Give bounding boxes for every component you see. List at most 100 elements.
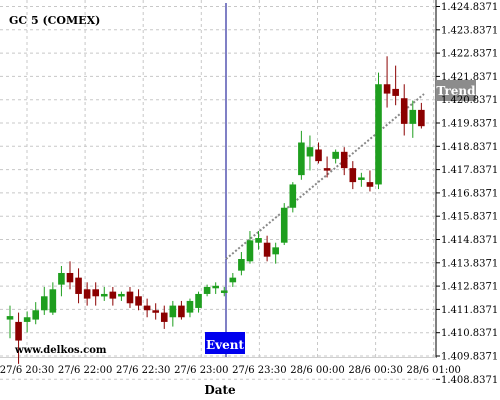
y-tick-label: 1.410.8371 xyxy=(441,328,498,339)
candle-body xyxy=(23,317,31,322)
candle xyxy=(289,182,297,213)
candle xyxy=(118,291,125,301)
candle xyxy=(315,142,322,164)
x-tick-label: 27/6 22:00 xyxy=(58,365,112,376)
horizontal-gridlines xyxy=(0,6,440,380)
candle xyxy=(229,272,237,287)
candle xyxy=(178,300,185,320)
candle-body xyxy=(135,296,142,306)
candle xyxy=(212,282,219,294)
candle-body xyxy=(306,147,314,157)
candle xyxy=(169,300,177,327)
y-tick-label: 1.413.8371 xyxy=(441,258,498,269)
candle-body xyxy=(340,151,348,169)
candle-body xyxy=(212,285,219,289)
candle xyxy=(58,265,65,297)
candle xyxy=(238,252,245,276)
candle-body xyxy=(366,182,374,187)
candle-body xyxy=(358,177,365,180)
candle xyxy=(349,161,357,190)
candle-body xyxy=(220,290,228,293)
candle-body xyxy=(409,109,417,124)
candle-body xyxy=(49,289,57,313)
candle-body xyxy=(392,88,399,96)
event-label: Event xyxy=(206,338,244,352)
x-tick-label: 28/6 01:00 xyxy=(406,365,460,376)
candle-body xyxy=(109,291,117,299)
candle-body xyxy=(143,305,151,311)
y-tick-label: 1.412.8371 xyxy=(441,282,498,293)
candle xyxy=(203,284,211,297)
candle xyxy=(32,302,40,325)
candle-body xyxy=(15,321,22,341)
candle-body xyxy=(83,289,91,299)
candle-body xyxy=(229,277,237,283)
candle xyxy=(280,203,288,246)
candle xyxy=(375,72,382,190)
candle-body xyxy=(66,272,74,283)
trend-group: Trend xyxy=(225,80,476,260)
candle-body xyxy=(169,305,177,318)
candle-body xyxy=(58,272,65,285)
candle xyxy=(400,84,408,136)
candle xyxy=(100,286,108,301)
candle-body xyxy=(255,238,262,243)
candle-body xyxy=(263,242,271,257)
candle-body xyxy=(203,286,211,294)
chart-title: GC 5 (COMEX) xyxy=(9,14,100,27)
candle-body xyxy=(238,259,245,271)
candle-body xyxy=(178,305,185,318)
y-tick-label: 1.419.8371 xyxy=(441,119,498,130)
y-tick-label: 1.408.8371 xyxy=(441,375,498,386)
candle xyxy=(323,156,331,178)
candle-body xyxy=(315,149,322,162)
candle-body xyxy=(118,293,125,297)
trend-label: Trend xyxy=(436,84,476,98)
candle xyxy=(220,286,228,297)
candle xyxy=(109,286,117,306)
candle-body xyxy=(280,207,288,243)
candle-body xyxy=(75,277,82,294)
x-tick-label: 27/6 20:30 xyxy=(0,365,54,376)
x-tick-label: 27/6 22:30 xyxy=(116,365,170,376)
candle xyxy=(152,303,159,320)
candle xyxy=(263,235,271,262)
candle xyxy=(366,170,374,192)
y-tick-label: 1.414.8371 xyxy=(441,235,498,246)
candle xyxy=(49,282,57,315)
candle-body xyxy=(92,289,99,297)
y-tick-label: 1.420.8371 xyxy=(441,95,498,106)
candles-group xyxy=(6,56,425,364)
event-marker-group: Event xyxy=(205,3,245,357)
candle xyxy=(332,149,339,164)
candle xyxy=(143,298,151,318)
candle xyxy=(358,172,365,187)
y-tick-label: 1.418.8371 xyxy=(441,142,498,153)
y-tick-label: 1.421.8371 xyxy=(441,72,498,83)
watermark: www.delkos.com xyxy=(14,345,107,356)
x-tick-label: 28/6 00:00 xyxy=(290,365,344,376)
x-tick-labels: 27/6 20:30 27/6 22:00 27/6 22:30 27/6 23:00… xyxy=(0,365,461,376)
y-tick-label: 1.416.8371 xyxy=(441,188,498,199)
y-tick-label: 1.422.8371 xyxy=(441,49,498,60)
x-axis-label: Date xyxy=(204,383,236,397)
candle-body xyxy=(400,98,408,124)
candle-body xyxy=(186,300,194,313)
x-tick-label: 27/6 23:30 xyxy=(232,365,286,376)
y-tick-labels: 1.424.8371 1.423.8371 1.422.8371 1.421.8371… xyxy=(441,2,498,386)
candle-body xyxy=(32,310,40,320)
candle xyxy=(246,231,254,264)
candle xyxy=(23,311,31,333)
candle-body xyxy=(298,142,305,176)
candle-body xyxy=(152,310,159,313)
candle-body xyxy=(375,84,382,185)
candle-body xyxy=(349,168,357,183)
candle-body xyxy=(100,293,108,297)
candle-body xyxy=(418,109,425,127)
candle xyxy=(135,289,142,311)
candle-body xyxy=(6,316,14,320)
candle xyxy=(160,305,168,329)
candle-body xyxy=(40,296,48,311)
candle xyxy=(298,130,305,180)
